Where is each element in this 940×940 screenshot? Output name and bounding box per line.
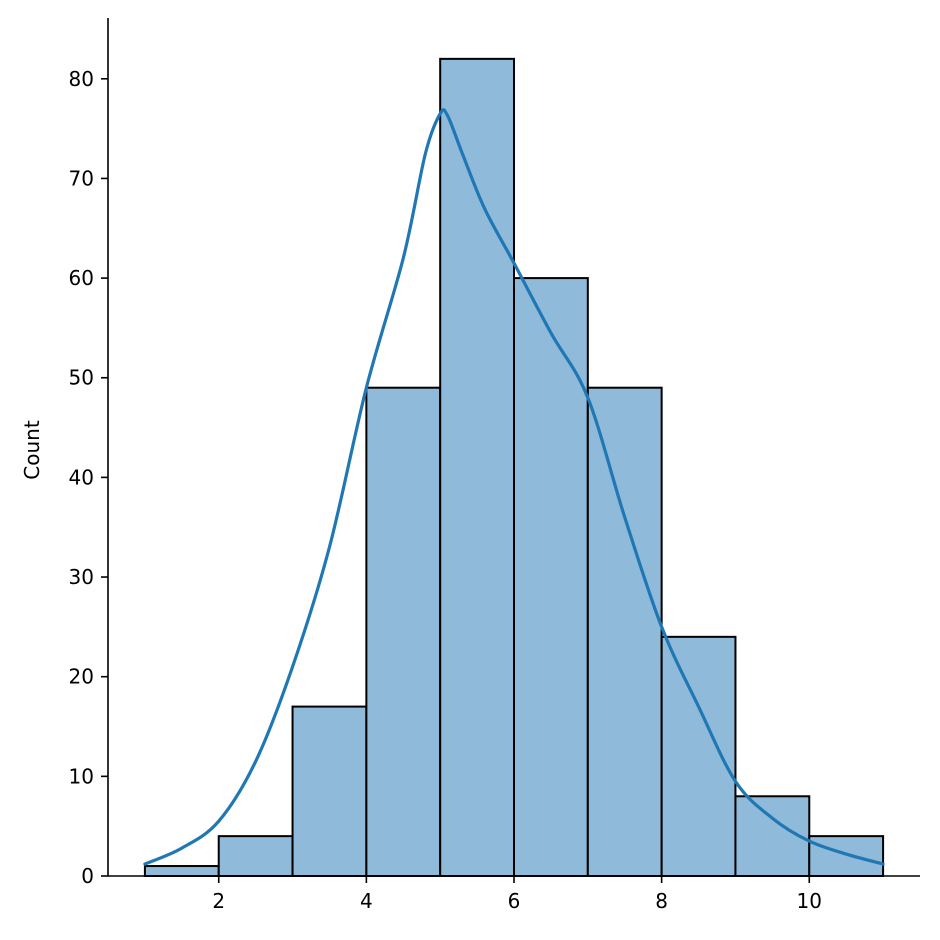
y-tick-label: 0 [81, 864, 94, 888]
y-tick-label: 20 [69, 665, 94, 689]
y-tick-label: 50 [69, 366, 94, 390]
bars-layer [143, 57, 885, 878]
histogram-bar-1 [143, 865, 220, 878]
kde-layer [143, 108, 885, 866]
x-tick-label: 4 [360, 889, 373, 913]
histogram-bar-6 [513, 277, 589, 878]
histogram-bar-5 [439, 57, 516, 878]
x-tick-label: 8 [655, 889, 668, 913]
histogram-bar-3 [291, 705, 368, 878]
y-tick-label: 70 [69, 166, 94, 190]
y-axis-label: Count [20, 420, 44, 480]
kde-curve [143, 108, 885, 866]
histogram-bar-2 [217, 835, 294, 877]
y-tick-label: 10 [69, 764, 94, 788]
x-tick-label: 10 [797, 889, 822, 913]
y-tick-label: 30 [69, 565, 94, 589]
x-tick-label: 6 [508, 889, 521, 913]
y-tick-label: 40 [69, 465, 94, 489]
histogram-bar-7 [586, 386, 663, 877]
histogram-bar-4 [365, 386, 442, 877]
histogram-bar-8 [660, 635, 737, 877]
x-tick-label: 2 [212, 889, 225, 913]
y-tick-label: 60 [69, 266, 94, 290]
histogram-bar-10 [808, 835, 885, 877]
y-tick-label: 80 [69, 67, 94, 91]
ticks-layer: 2 4 6 8 10 0 10 20 30 40 50 60 70 80 [69, 67, 822, 913]
